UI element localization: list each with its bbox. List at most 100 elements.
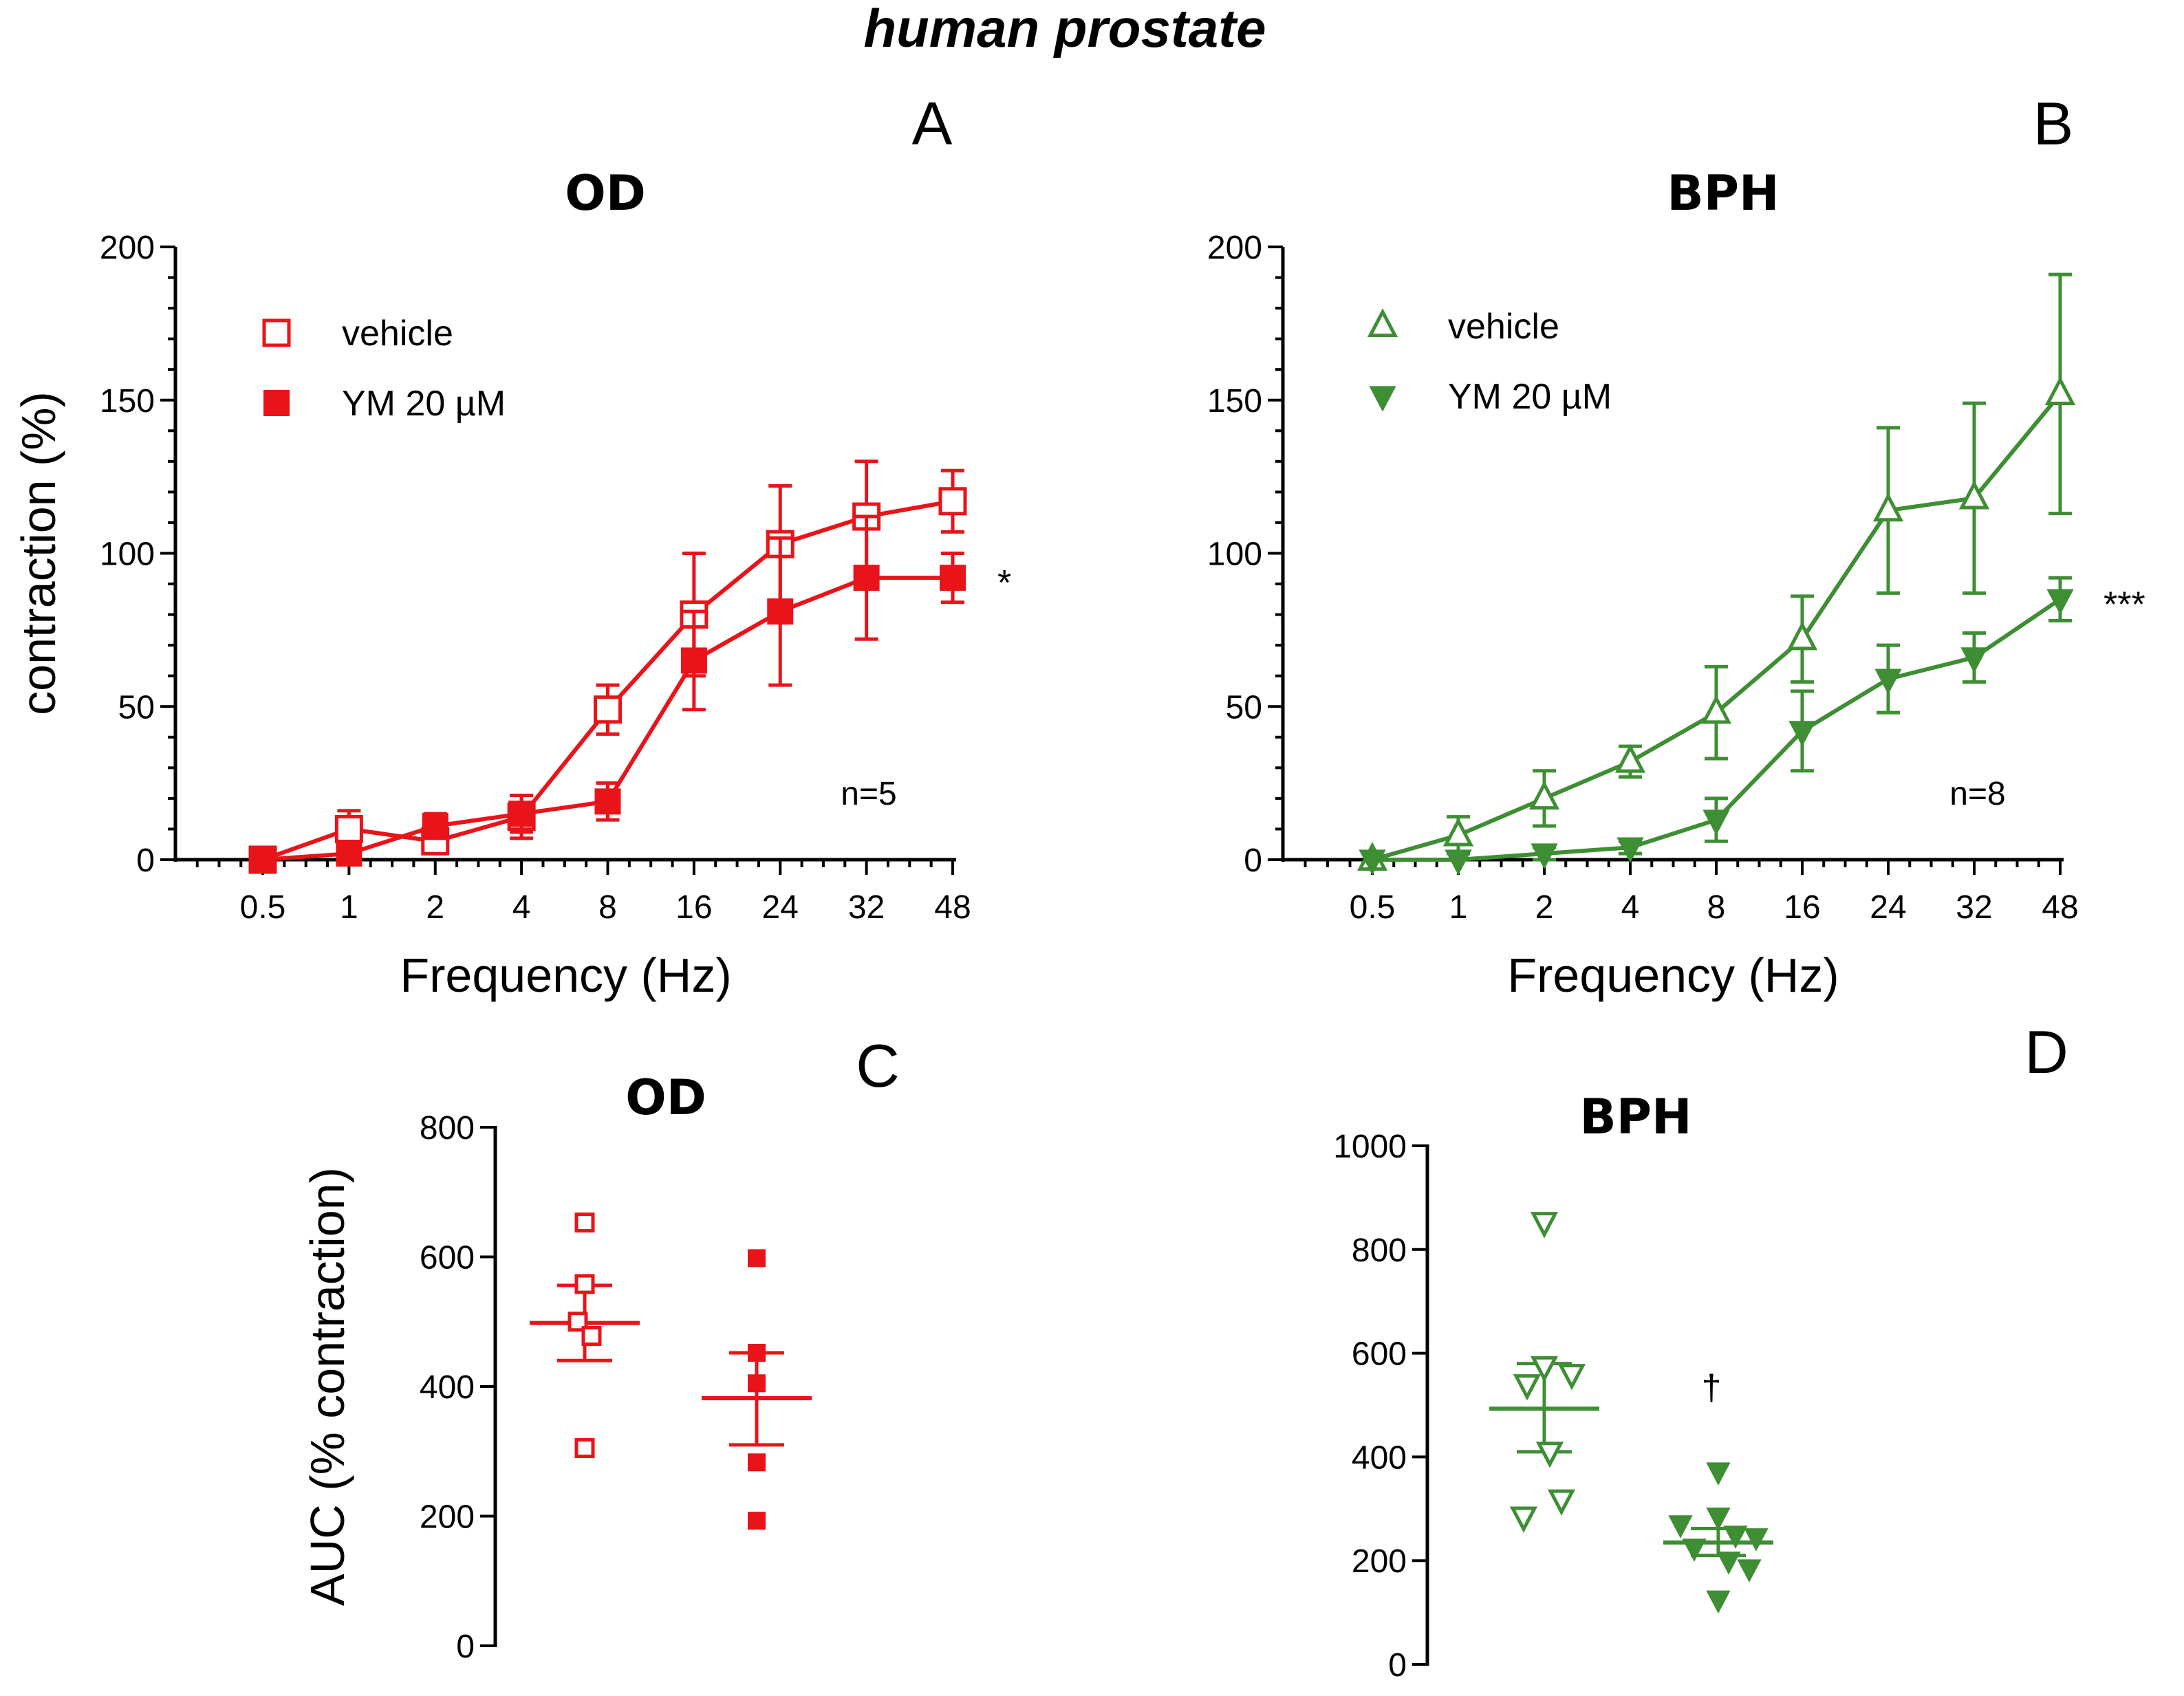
y-tick-label: 0: [1388, 1647, 1407, 1684]
data-point: [1530, 1212, 1559, 1239]
legend-label: vehicle: [342, 314, 453, 354]
significance-marker: ***: [2104, 585, 2145, 624]
data-point: [748, 1453, 766, 1472]
legend-marker: [1369, 386, 1396, 412]
y-tick-label: 0: [136, 842, 155, 879]
data-point: [1528, 781, 1560, 810]
data-point: [336, 840, 363, 867]
data-point: [422, 812, 448, 839]
x-tick-label: 1: [340, 889, 358, 926]
panel-d: 0 200 400 600 800 1000 BPH D †: [1333, 1018, 2068, 1684]
y-tick-label: 50: [118, 689, 155, 726]
panel-title: OD: [625, 1069, 706, 1126]
data-point: [1723, 1525, 1748, 1549]
data-point: [1547, 1489, 1576, 1516]
x-tick-label: 48: [934, 889, 971, 926]
y-tick-label: 400: [1352, 1439, 1407, 1476]
y-axis-label: AUC (% contraction): [301, 1167, 354, 1606]
x-tick-label: 0.5: [240, 889, 286, 926]
x-tick-label: 4: [512, 889, 531, 926]
panel-letter: D: [2024, 1018, 2068, 1086]
data-point: [1557, 1364, 1586, 1391]
data-point: [334, 814, 363, 843]
significance-marker: †: [1702, 1368, 1722, 1408]
x-tick-label: 32: [1956, 889, 1992, 926]
x-tick-label: 4: [1621, 889, 1640, 926]
y-tick-label: 1000: [1333, 1129, 1407, 1165]
y-tick-label: 600: [1352, 1336, 1407, 1373]
data-point: [508, 801, 535, 827]
data-point: [1530, 1356, 1559, 1383]
y-tick-label: 800: [1352, 1232, 1407, 1269]
legend-label: vehicle: [1448, 307, 1559, 347]
data-point: [1958, 480, 1990, 510]
x-tick-label: 2: [426, 889, 444, 926]
panel-title: OD: [565, 165, 646, 221]
y-axis-label: contraction (%): [12, 391, 65, 715]
data-point: [574, 1274, 595, 1294]
data-point: [594, 695, 622, 724]
y-tick-label: 200: [1207, 230, 1262, 266]
legend-marker: [262, 318, 291, 347]
data-point: [1702, 809, 1730, 836]
data-point: [1509, 1506, 1538, 1533]
data-point: [1737, 1559, 1762, 1583]
data-point: [1874, 668, 1902, 695]
data-point: [1786, 621, 1818, 651]
x-tick-label: 16: [1784, 889, 1820, 926]
x-tick-label: 1: [1449, 889, 1468, 926]
y-tick-label: 150: [1207, 383, 1262, 420]
data-point: [748, 1343, 766, 1362]
n-annotation: n=5: [841, 776, 896, 812]
data-point: [1445, 849, 1472, 876]
panel-c: 0 200 400 600 800 AUC (% contraction) OD C: [301, 1032, 900, 1665]
data-point: [1513, 1374, 1542, 1401]
data-point: [940, 565, 966, 591]
data-point: [2044, 376, 2076, 406]
data-point: [581, 1325, 602, 1346]
y-tick-label: 200: [1352, 1543, 1407, 1580]
data-point: [1700, 695, 1732, 724]
x-tick-label: 32: [848, 889, 885, 926]
data-point: [594, 788, 621, 815]
y-tick-label: 0: [1244, 842, 1262, 879]
data-point: [2046, 589, 2074, 615]
data-point: [1682, 1539, 1707, 1562]
data-point: [748, 1512, 766, 1530]
x-tick-label: 16: [675, 889, 712, 926]
x-tick-label: 0.5: [1350, 889, 1396, 926]
panel-title: BPH: [1667, 165, 1779, 221]
data-point: [1617, 837, 1644, 863]
data-point: [938, 487, 967, 516]
data-point: [1706, 1590, 1731, 1614]
y-tick-label: 400: [420, 1369, 475, 1406]
x-tick-label: 24: [1870, 889, 1906, 926]
data-point: [574, 1213, 595, 1233]
x-tick-label: 2: [1535, 889, 1554, 926]
y-tick-label: 600: [420, 1240, 475, 1276]
x-tick-label: 24: [762, 889, 799, 926]
panel-letter: B: [2033, 89, 2074, 157]
data-point: [1960, 647, 1988, 673]
figure-title: human prostate: [863, 0, 1266, 58]
data-point: [1706, 1507, 1731, 1531]
legend-label: YM 20 µM: [342, 384, 506, 424]
data-point: [748, 1249, 766, 1268]
y-tick-label: 0: [456, 1629, 475, 1665]
data-point: [1614, 743, 1646, 773]
data-point: [1359, 849, 1386, 876]
panel-letter: A: [912, 89, 953, 157]
y-tick-label: 100: [1207, 536, 1262, 573]
y-tick-label: 200: [100, 230, 155, 266]
x-tick-label: 8: [1707, 889, 1726, 926]
data-point: [1706, 1462, 1731, 1486]
data-point: [767, 598, 794, 625]
data-point: [1788, 721, 1816, 747]
data-point: [853, 565, 880, 591]
data-point: [1716, 1552, 1741, 1575]
data-point: [748, 1374, 766, 1393]
y-tick-label: 200: [420, 1499, 475, 1536]
